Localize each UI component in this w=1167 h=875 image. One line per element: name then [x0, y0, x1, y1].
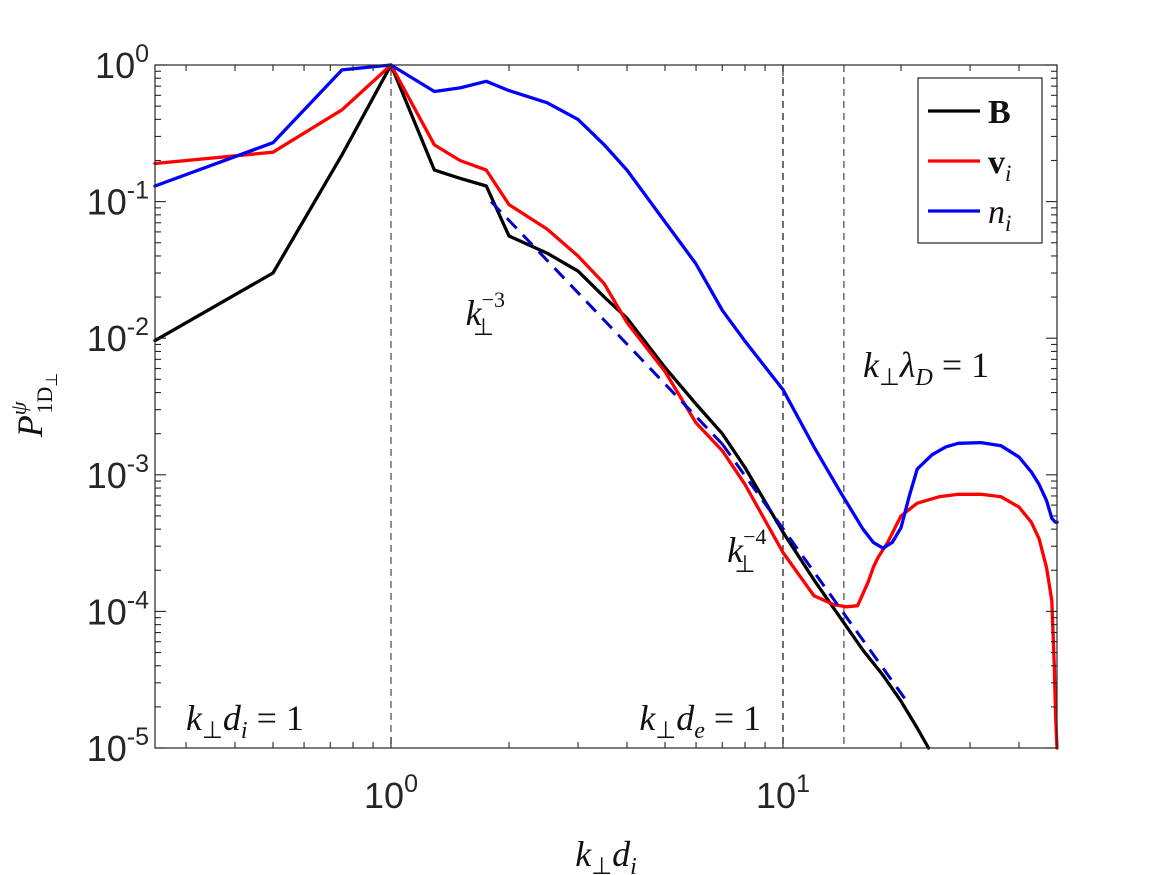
- legend-label-n_i: ni: [988, 194, 1011, 236]
- annotation-slope4: k−4 ⊥: [727, 524, 766, 578]
- x-tick-label: 100: [364, 770, 418, 816]
- x-axis-label: k⊥di: [575, 834, 637, 875]
- y-tick-label: 100: [95, 40, 149, 86]
- legend: Bvi ni: [917, 77, 1043, 244]
- x-tick-label: 101: [756, 770, 810, 816]
- axes: 100 101 100 10-1 10-2 10-3 10-4 10-5 k⊥di Pψ1D⊥: [6, 40, 1058, 875]
- series-line-v_i: [153, 63, 1059, 750]
- y-axis-label: Pψ1D⊥: [6, 373, 61, 439]
- legend-label-B: B: [988, 94, 1011, 131]
- annotation-kdi: k⊥di = 1: [186, 698, 304, 744]
- series-line-n_i: [153, 63, 1059, 550]
- reference-lines: [390, 65, 845, 748]
- y-tick-label: 10-3: [87, 450, 149, 496]
- annotation-kld: k⊥λD = 1: [863, 345, 989, 391]
- plot-frame: [154, 64, 1058, 749]
- annotation-kde: k⊥de = 1: [639, 698, 761, 744]
- series-line-B: [153, 63, 931, 750]
- fit-line-3: [489, 200, 724, 446]
- y-tick-label: 10-5: [87, 723, 149, 769]
- y-tick-label: 10-1: [87, 177, 149, 223]
- annotation-slope3: k−3 ⊥: [466, 287, 505, 341]
- annotations: k−3 ⊥ k−4 ⊥ k⊥di = 1 k⊥de = 1 k⊥λD = 1: [186, 287, 989, 744]
- fit-line-4: [721, 443, 907, 700]
- data-series: [153, 63, 1059, 750]
- y-tick-label: 10-2: [87, 313, 149, 359]
- legend-label-v_i: vi: [988, 144, 1011, 186]
- y-tick-label: 10-4: [87, 586, 149, 632]
